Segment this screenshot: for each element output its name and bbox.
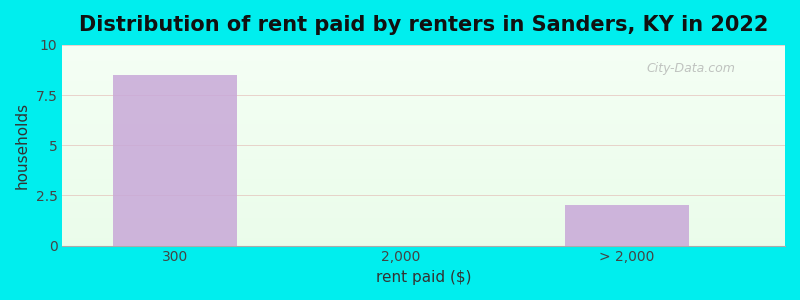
Y-axis label: households: households bbox=[15, 102, 30, 189]
X-axis label: rent paid ($): rent paid ($) bbox=[376, 270, 471, 285]
Text: City-Data.com: City-Data.com bbox=[646, 62, 735, 76]
Bar bbox=[565, 206, 689, 246]
Title: Distribution of rent paid by renters in Sanders, KY in 2022: Distribution of rent paid by renters in … bbox=[79, 15, 768, 35]
Bar bbox=[113, 75, 238, 246]
